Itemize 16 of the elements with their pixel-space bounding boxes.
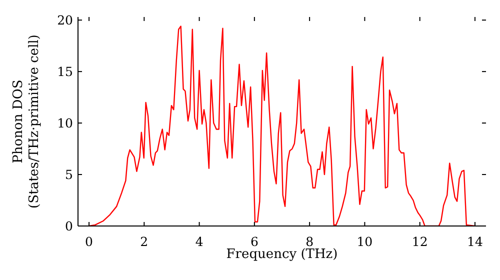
x-tick-label: 12 xyxy=(412,234,428,249)
y-tick-label: 15 xyxy=(57,64,73,80)
y-tick-label: 20 xyxy=(57,12,74,28)
x-tick-label: 4 xyxy=(195,234,204,249)
y-axis-title: Phonon DOS (States/THz·primitive cell) xyxy=(11,34,42,209)
y-tick-label: 10 xyxy=(57,116,74,131)
x-axis-title: Frequency (THz) xyxy=(226,247,338,262)
x-tick-label: 6 xyxy=(250,234,258,249)
y-tick-label: 0 xyxy=(65,218,74,234)
line-series xyxy=(88,26,476,226)
x-tick-label: 8 xyxy=(306,234,314,249)
x-tick-label: 2 xyxy=(140,234,148,249)
x-tick-label: 10 xyxy=(356,234,373,249)
x-tick-label: 14 xyxy=(467,234,483,249)
x-tick-label: 0 xyxy=(85,234,94,249)
y-tick-label: 5 xyxy=(65,167,73,182)
